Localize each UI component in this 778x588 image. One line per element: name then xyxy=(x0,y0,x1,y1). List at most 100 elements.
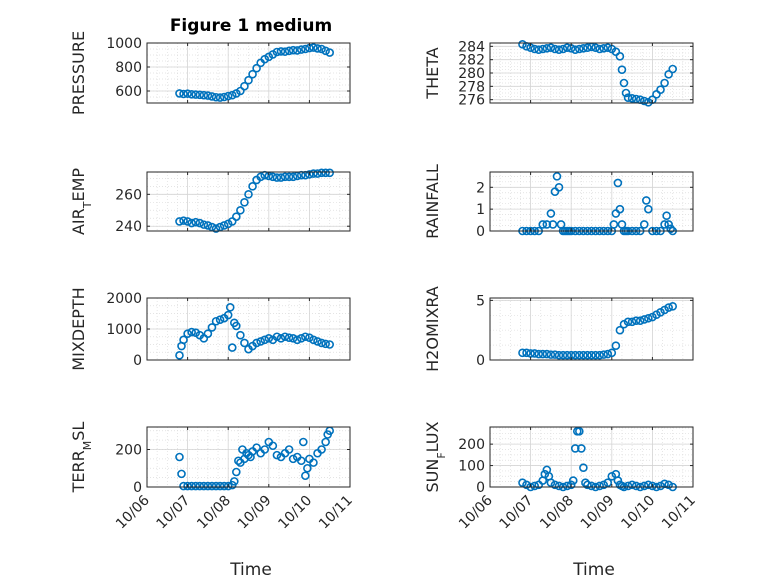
data-point xyxy=(325,48,335,57)
x-tick-label: 10/11 xyxy=(659,493,699,533)
data-point xyxy=(534,349,544,359)
data-point xyxy=(666,224,675,234)
data-point xyxy=(288,333,298,343)
data-point xyxy=(558,350,568,360)
data-point xyxy=(623,481,633,491)
data-point xyxy=(538,44,548,54)
data-point xyxy=(280,332,290,342)
data-point xyxy=(642,196,651,205)
data-point xyxy=(288,45,298,55)
data-point xyxy=(292,335,302,345)
x-tick-label: 10/09 xyxy=(578,493,618,533)
x-axis-label-right: Time xyxy=(572,560,615,580)
data-point xyxy=(183,481,192,491)
data-point xyxy=(562,43,572,52)
x-tick-label: 10/11 xyxy=(316,493,356,533)
data-point xyxy=(617,65,627,74)
data-point xyxy=(530,349,539,358)
data-point xyxy=(299,437,308,447)
y-tick-label: 240 xyxy=(115,219,142,235)
data-point xyxy=(207,481,217,491)
data-point xyxy=(223,91,233,101)
data-point xyxy=(207,323,217,332)
data-point xyxy=(583,480,592,490)
data-point xyxy=(627,480,637,490)
y-tick-label: 600 xyxy=(115,84,142,100)
data-point xyxy=(518,40,527,49)
axes-box xyxy=(489,171,694,232)
data-point xyxy=(252,443,261,452)
data-point xyxy=(568,476,578,485)
data-point xyxy=(301,471,310,481)
data-point xyxy=(660,78,669,88)
data-point xyxy=(631,316,641,325)
data-point xyxy=(207,92,217,101)
data-point xyxy=(177,469,186,479)
data-point xyxy=(579,44,588,53)
axes-box xyxy=(146,42,351,104)
data-point xyxy=(203,221,213,230)
data-point xyxy=(272,332,282,342)
data-point xyxy=(191,90,201,99)
axes-box xyxy=(146,426,351,488)
data-point xyxy=(305,170,314,179)
data-point xyxy=(252,338,261,348)
data-point xyxy=(660,220,669,229)
data-point xyxy=(635,316,645,325)
data-point xyxy=(550,44,560,54)
data-point xyxy=(321,168,330,178)
data-point xyxy=(554,350,564,360)
data-point xyxy=(607,348,617,358)
data-point xyxy=(599,44,608,53)
data-point xyxy=(546,350,556,359)
data-point xyxy=(296,45,306,54)
data-point xyxy=(583,350,592,360)
data-point xyxy=(595,481,604,491)
data-point xyxy=(648,481,657,491)
data-point xyxy=(195,218,205,228)
data-point xyxy=(575,44,584,54)
data-point xyxy=(227,90,237,100)
data-point xyxy=(621,88,631,98)
data-point xyxy=(268,172,278,182)
data-point xyxy=(309,458,318,467)
data-point xyxy=(668,64,678,74)
x-tick-label: 10/08 xyxy=(194,493,234,533)
data-point xyxy=(232,321,241,331)
y-tick-label: 282 xyxy=(458,53,485,69)
subplot-3: 240 260 AIRTEMP xyxy=(69,168,351,235)
figure-title: Figure 1 medium xyxy=(170,16,332,36)
subplot-7: 0 200 10/06 10/07 10/08 10/09 10/10 10/11 TERRMS… xyxy=(69,422,356,533)
data-point xyxy=(639,315,649,324)
data-point xyxy=(215,93,225,102)
data-point xyxy=(619,78,629,88)
x-tick-label: 10/06 xyxy=(456,492,496,532)
data-point xyxy=(309,43,318,52)
data-point xyxy=(575,350,584,360)
data-point xyxy=(309,169,318,178)
data-point xyxy=(603,43,613,52)
axes-box xyxy=(489,426,694,488)
data-point xyxy=(219,92,229,102)
data-point xyxy=(272,47,282,57)
data-point xyxy=(583,43,592,52)
data-point xyxy=(554,45,564,54)
subplot-6: 0 5 H2OMIXRA xyxy=(423,286,694,372)
data-point xyxy=(240,338,249,348)
data-point xyxy=(615,52,625,61)
data-point xyxy=(591,43,600,52)
data-point xyxy=(550,480,560,490)
data-point xyxy=(615,204,625,214)
data-point xyxy=(252,63,261,73)
data-point xyxy=(219,221,229,230)
data-point xyxy=(558,44,568,54)
data-point xyxy=(639,96,649,106)
data-point xyxy=(195,90,205,100)
data-point xyxy=(199,90,209,100)
data-point xyxy=(317,168,326,178)
data-point xyxy=(656,85,665,94)
data-point xyxy=(199,481,209,491)
data-point xyxy=(313,44,322,53)
